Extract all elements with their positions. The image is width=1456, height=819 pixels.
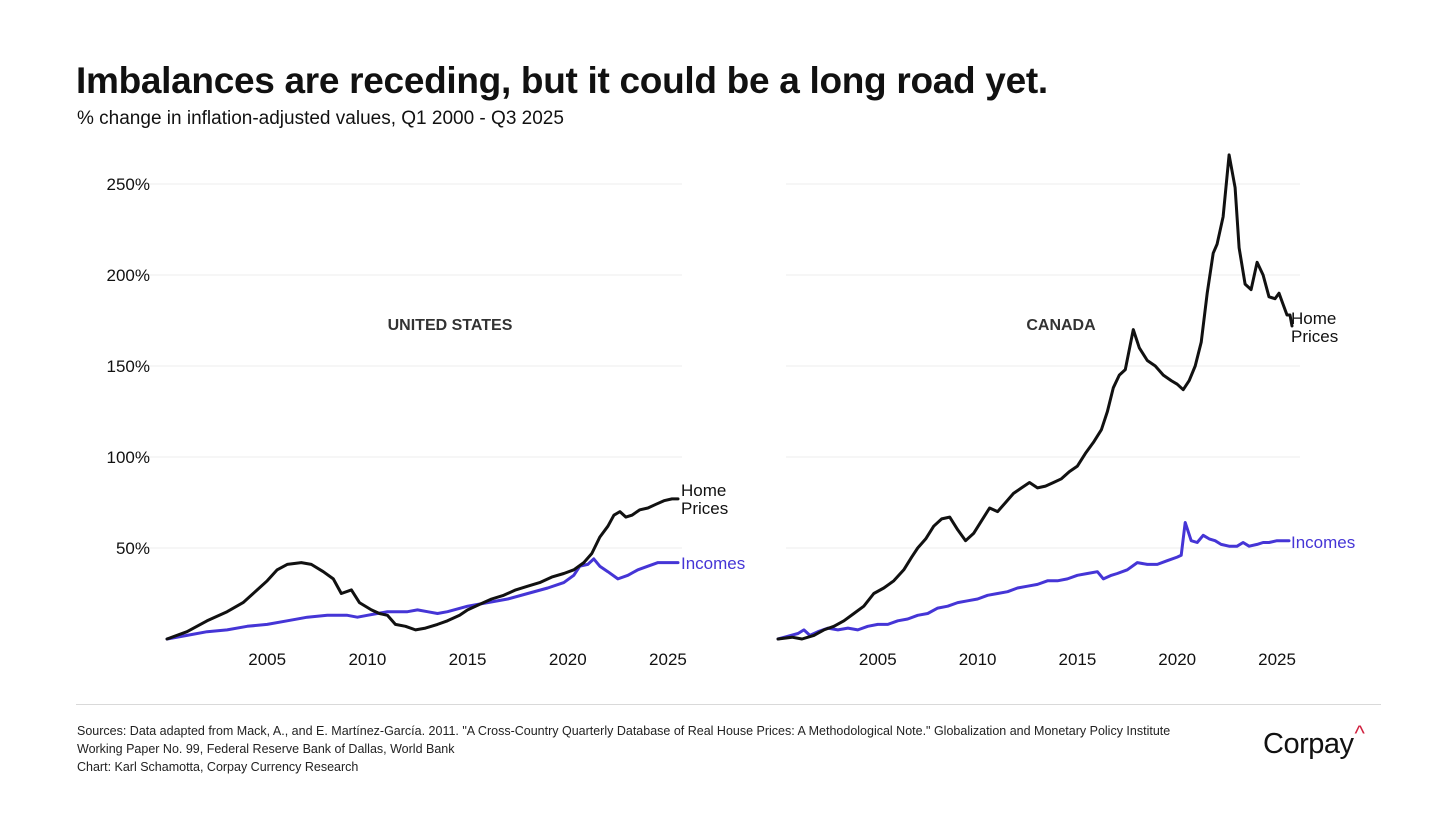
corpay-logo: Corpay^ xyxy=(1263,721,1365,761)
incomes-line xyxy=(165,557,680,641)
x-tick-label: 2020 xyxy=(1158,650,1196,669)
source-line: Sources: Data adapted from Mack, A., and… xyxy=(77,724,1171,738)
incomes-label: Incomes xyxy=(681,554,745,573)
chart-subtitle: % change in inflation-adjusted values, Q… xyxy=(77,108,564,129)
source-line: Chart: Karl Schamotta, Corpay Currency R… xyxy=(77,760,359,774)
footer-divider xyxy=(76,704,1381,705)
panel-united-states: 50% 100% 150% 200% 250% 2005 2010 2015 2020 2025 U… xyxy=(107,175,746,669)
x-tick-label: 2005 xyxy=(248,650,286,669)
incomes-line xyxy=(776,521,1291,641)
chart-title: Imbalances are receding, but it could be… xyxy=(76,60,1048,101)
x-tick-label: 2005 xyxy=(859,650,897,669)
incomes-label: Incomes xyxy=(1291,533,1355,552)
x-tick-label: 2010 xyxy=(348,650,386,669)
home-prices-label: Prices xyxy=(681,499,728,518)
logo-caret-icon: ^ xyxy=(1354,721,1365,746)
charts-canvas: 50% 100% 150% 200% 250% 2005 2010 2015 2020 2025 U… xyxy=(107,153,1355,669)
x-tick-label: 2015 xyxy=(449,650,487,669)
x-tick-label: 2015 xyxy=(1059,650,1097,669)
home-prices-label: Home xyxy=(681,481,726,500)
panel-label: CANADA xyxy=(1026,317,1096,334)
y-tick-label: 150% xyxy=(107,357,150,376)
y-tick-label: 100% xyxy=(107,448,150,467)
x-tick-label: 2020 xyxy=(549,650,587,669)
y-tick-label: 50% xyxy=(116,539,150,558)
home-prices-line xyxy=(165,497,680,641)
x-tick-label: 2025 xyxy=(649,650,687,669)
source-note: Sources: Data adapted from Mack, A., and… xyxy=(77,722,1170,776)
home-prices-label: Prices xyxy=(1291,327,1338,346)
source-line: Working Paper No. 99, Federal Reserve Ba… xyxy=(77,742,455,756)
home-prices-label: Home xyxy=(1291,309,1336,328)
x-tick-label: 2025 xyxy=(1258,650,1296,669)
x-tick-label: 2010 xyxy=(959,650,997,669)
y-tick-label: 200% xyxy=(107,266,150,285)
home-prices-line xyxy=(776,153,1294,641)
logo-text: Corpay xyxy=(1263,728,1354,760)
panel-label: UNITED STATES xyxy=(388,317,513,334)
y-tick-label: 250% xyxy=(107,175,150,194)
